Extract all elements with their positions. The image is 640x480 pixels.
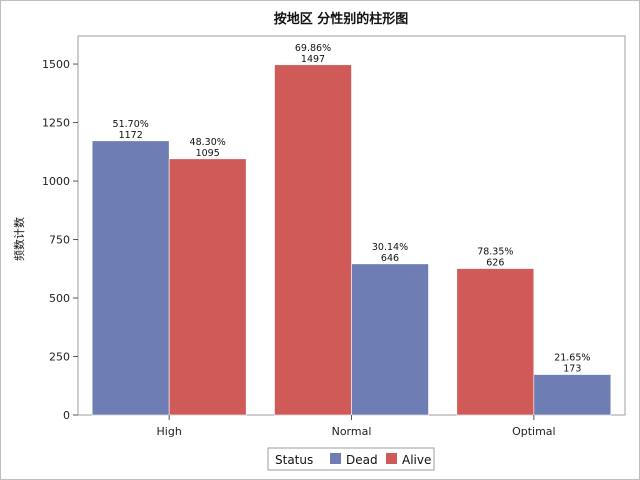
legend-label-dead: Dead [346,453,378,467]
legend: Status Dead Alive [267,447,435,471]
legend-swatch-alive [386,453,397,464]
x-category-label: High [157,425,182,438]
bar-percent-label: 69.86% [295,43,331,54]
bar-percent-label: 78.35% [477,247,513,258]
y-tick-label: 1500 [42,58,70,71]
y-axis-title: 频数计数 [12,217,26,261]
bar-alive-optimal [456,268,535,416]
y-tick-label: 250 [49,351,70,364]
y-tick-label: 750 [49,234,70,247]
bar-percent-label: 48.30% [190,137,226,148]
legend-title: Status [275,453,313,467]
bar-count-label: 1095 [196,148,220,159]
bar-alive-normal [274,64,352,416]
y-tick-label: 1250 [42,117,70,130]
bar-alive-high [168,158,247,416]
bar-percent-label: 51.70% [113,119,149,130]
bar-count-label: 626 [486,258,504,269]
chart-title: 按地区 分性别的柱形图 [274,11,409,27]
bar-count-label: 646 [381,253,399,264]
x-category-label: Optimal [512,425,556,438]
y-tick-label: 500 [49,292,70,305]
bar-percent-label: 30.14% [372,242,408,253]
bar-percent-label: 21.65% [554,353,590,364]
y-tick-label: 1000 [42,175,70,188]
x-category-label: Normal [332,425,372,438]
bar-dead-normal [351,263,429,416]
bar-count-label: 1497 [301,54,325,65]
legend-swatch-dead [330,453,341,464]
y-tick-label: 0 [63,409,70,422]
bar-count-label: 173 [563,364,581,375]
bar-dead-high [91,140,170,416]
bar-count-label: 1172 [119,130,143,141]
legend-label-alive: Alive [402,453,431,467]
bar-dead-optimal [533,374,612,416]
plot-area: 0 250 500 750 1000 1250 1500 51.70%1172 48.30%10… [42,35,626,438]
